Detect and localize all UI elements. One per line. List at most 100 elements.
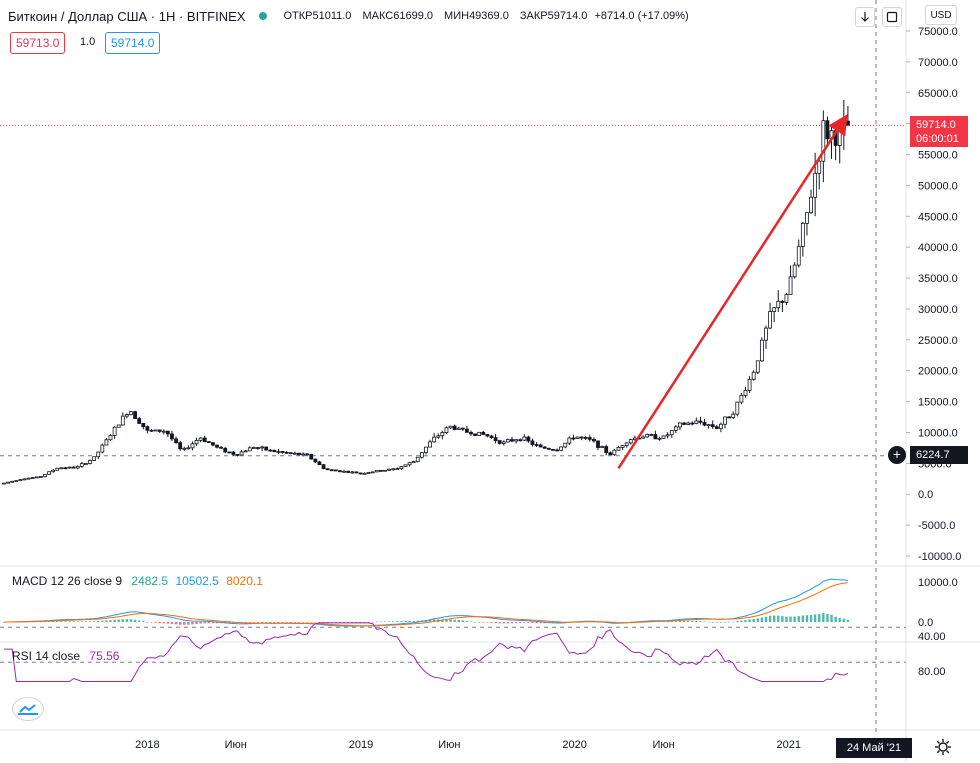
- last-price-tag: 59714.0 06:00:01: [910, 116, 968, 147]
- macd-histogram-bar: [686, 620, 690, 622]
- candle-body: [780, 300, 785, 303]
- macd-histogram-bar: [269, 621, 272, 623]
- macd-histogram-bar: [293, 622, 297, 623]
- macd-histogram-bar: [412, 620, 415, 622]
- macd-histogram-bar: [244, 622, 247, 623]
- candle-body: [698, 420, 703, 423]
- macd-histogram-bar: [793, 616, 796, 622]
- candle-body: [776, 300, 781, 309]
- sell-price-box[interactable]: 59713.0: [10, 32, 66, 54]
- candle-body: [55, 467, 60, 471]
- macd-histogram-bar: [400, 621, 403, 622]
- candle-body: [313, 458, 318, 463]
- collapse-button[interactable]: [855, 7, 875, 27]
- candle-body: [497, 440, 502, 444]
- candle-body: [522, 436, 527, 441]
- settings-button[interactable]: [932, 736, 954, 758]
- candle-body: [26, 477, 31, 480]
- time-tick-label: 2021: [777, 739, 801, 751]
- macd-histogram-bar: [457, 619, 460, 622]
- macd-histogram-bar: [846, 620, 850, 622]
- candle-body: [18, 479, 23, 482]
- trend-arrow: [617, 114, 848, 469]
- candle-body: [137, 418, 142, 424]
- candle-body: [92, 456, 97, 461]
- candle-body: [727, 416, 732, 419]
- currency-button[interactable]: USD: [925, 5, 957, 25]
- high-label: МАКС: [362, 10, 394, 22]
- candle-body: [616, 447, 621, 451]
- macd-legend[interactable]: MACD 12 26 close 9 2482.5 10502.5 8020.1: [12, 574, 263, 588]
- macd-histogram-bar: [428, 619, 432, 622]
- macd-histogram-bar: [64, 621, 67, 622]
- candle-body: [387, 468, 391, 471]
- candle-body: [350, 471, 355, 474]
- candle-body: [383, 469, 387, 472]
- candle-body: [235, 454, 240, 456]
- candle-body: [108, 435, 113, 441]
- macd-histogram-bar: [183, 622, 186, 625]
- candle-body: [489, 435, 494, 439]
- macd-histogram-bar: [60, 621, 63, 622]
- rsi-line: [4, 622, 849, 682]
- candle-body: [96, 451, 101, 458]
- candle-body: [63, 467, 68, 470]
- candle-body: [534, 444, 539, 446]
- macd-histogram-bar: [187, 622, 190, 625]
- candle-body: [190, 443, 195, 449]
- candle-body: [813, 172, 818, 198]
- candle-body: [178, 442, 183, 450]
- candle-body: [559, 446, 564, 451]
- candle-body: [428, 441, 432, 448]
- candle-body: [129, 411, 133, 416]
- candle-body: [759, 339, 764, 362]
- candle-body: [505, 439, 510, 443]
- tv-cloud-icon[interactable]: [12, 697, 44, 721]
- candle-body: [280, 451, 285, 453]
- macd-histogram-bar: [514, 622, 518, 624]
- add-alert-button[interactable]: +: [888, 446, 906, 464]
- candle-body: [649, 434, 654, 436]
- candle-body: [768, 311, 772, 329]
- candle-body: [731, 413, 736, 418]
- macd-histogram-bar: [781, 616, 784, 622]
- macd-tick-label: 0.0: [918, 617, 933, 629]
- candle-body: [239, 451, 244, 456]
- macd-histogram-bar: [772, 615, 776, 622]
- macd-histogram-bar: [195, 622, 198, 625]
- rsi-legend[interactable]: RSI 14 close 75.56: [12, 649, 119, 663]
- macd-histogram-bar: [178, 622, 182, 625]
- macd-histogram-bar: [441, 619, 444, 622]
- candle-body: [825, 120, 830, 140]
- candle-body: [723, 416, 727, 425]
- candle-body: [817, 160, 822, 174]
- candle-body: [211, 442, 215, 446]
- macd-histogram-bar: [461, 620, 465, 622]
- candle-body: [329, 469, 334, 472]
- candle-body: [469, 431, 473, 435]
- candle-body: [84, 463, 88, 465]
- price-tick-label: 25000.0: [918, 335, 958, 347]
- macd-histogram-bar: [822, 613, 825, 622]
- macd-histogram-bar: [301, 622, 305, 623]
- macd-histogram-bar: [531, 622, 534, 624]
- macd-histogram-bar: [674, 621, 678, 622]
- candle-body: [186, 447, 191, 450]
- candle-body: [71, 466, 76, 469]
- candle-body: [784, 294, 789, 303]
- macd-hist-value: 2482.5: [131, 574, 169, 588]
- candle-body: [157, 429, 162, 432]
- candle-body: [194, 439, 199, 445]
- candle-body: [206, 441, 211, 444]
- open-value: 51011.0: [312, 10, 352, 22]
- candle-body: [104, 439, 109, 446]
- macd-histogram-bar: [72, 621, 75, 622]
- macd-histogram-bar: [137, 620, 141, 622]
- candle-body: [628, 439, 633, 444]
- symbol-title[interactable]: Биткоин / Доллар США · 1Н · BITFINEX: [8, 8, 246, 24]
- candle-body: [260, 446, 264, 449]
- fullscreen-button[interactable]: [882, 7, 902, 27]
- buy-price-box[interactable]: 59714.0: [105, 32, 161, 54]
- macd-histogram-bar: [527, 622, 530, 623]
